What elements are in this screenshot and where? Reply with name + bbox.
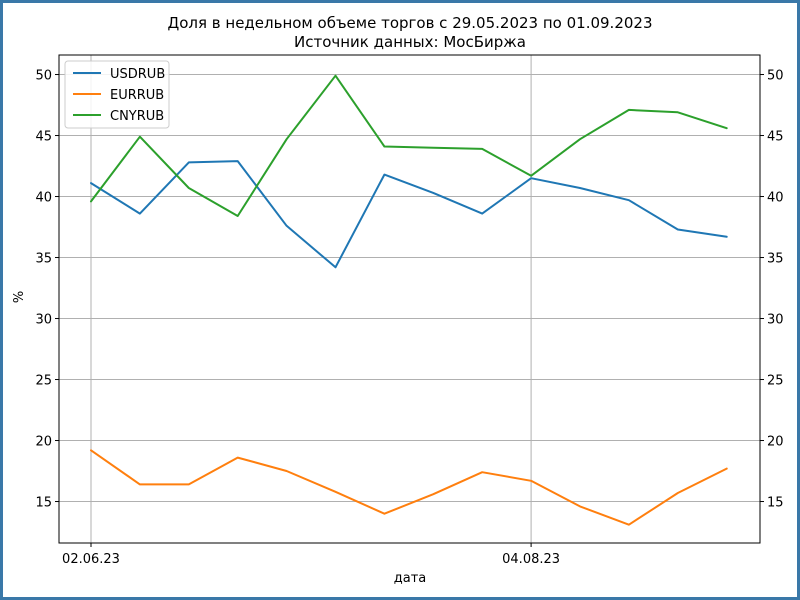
legend-label-cnyrub: CNYRUB — [110, 109, 164, 124]
legend-label-eurrub: EURRUB — [110, 88, 164, 103]
y-tick-label-right: 30 — [767, 313, 784, 328]
plot-area-border — [58, 54, 761, 544]
y-tick-label-right: 20 — [767, 435, 784, 450]
y-tick-label-left: 45 — [35, 130, 52, 145]
chart-title: Доля в недельном объеме торгов с 29.05.2… — [168, 14, 653, 32]
y-tick-label-left: 40 — [35, 191, 52, 206]
y-tick-label-right: 15 — [767, 496, 784, 511]
y-tick-label-left: 20 — [35, 435, 52, 450]
legend-label-usdrub: USDRUB — [110, 67, 165, 82]
legend: USDRUB EURRUB CNYRUB — [64, 60, 170, 129]
chart-subtitle: Источник данных: МосБиржа — [294, 33, 526, 51]
x-axis-label: дата — [394, 571, 427, 586]
y-tick-label-left: 25 — [35, 374, 52, 389]
grid-lines — [59, 55, 760, 543]
y-tick-label-left: 50 — [35, 69, 52, 84]
x-tick-label: 04.08.23 — [502, 552, 560, 567]
y-tick-label-right: 45 — [767, 130, 784, 145]
series-line-eurrub — [90, 449, 728, 526]
y-axis-label: % — [12, 291, 27, 303]
y-tick-label-right: 40 — [767, 191, 784, 206]
x-tick-label: 02.06.23 — [62, 552, 120, 567]
series-line-cnyrub — [90, 74, 728, 217]
y-tick-label-right: 50 — [767, 69, 784, 84]
series-layer — [90, 74, 728, 526]
y-tick-label-right: 35 — [767, 252, 784, 267]
legend-box — [64, 60, 170, 129]
y-tick-label-right: 25 — [767, 374, 784, 389]
y-tick-label-left: 35 — [35, 252, 52, 267]
y-tick-label-left: 30 — [35, 313, 52, 328]
axis-ticks: 15 15 20 20 25 25 30 30 35 35 40 40 45 45 50 50 02.06.23… — [35, 69, 783, 567]
series-line-usdrub — [90, 160, 728, 269]
y-tick-label-left: 15 — [35, 496, 52, 511]
